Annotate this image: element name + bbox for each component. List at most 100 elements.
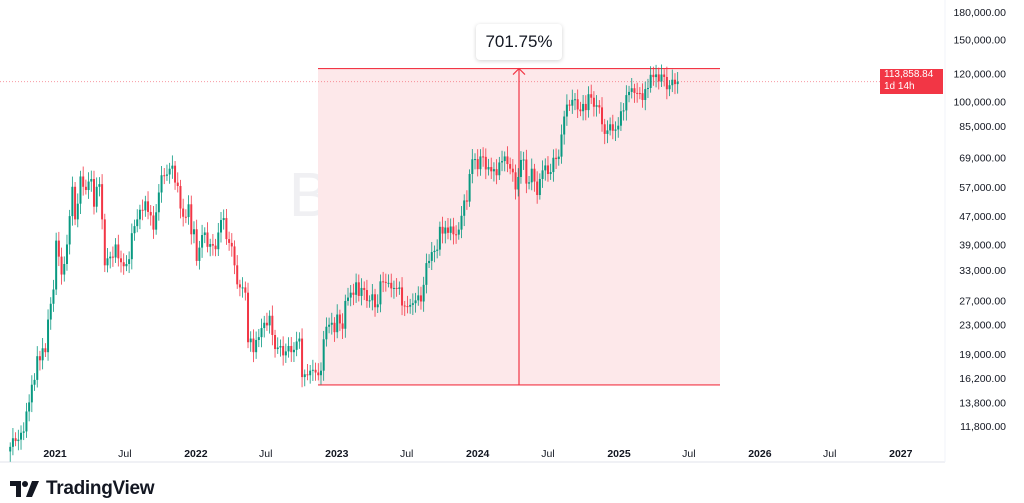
candle-body [306,374,309,376]
candle-body [565,104,568,117]
candle [479,149,482,176]
candle [425,253,428,294]
candle-body [598,105,601,108]
candle [528,175,531,190]
candle-body [646,87,649,90]
candle-body [544,165,547,171]
candle-body [660,74,663,82]
candle-body [260,328,263,338]
candle [60,247,63,285]
candle-body [257,337,260,341]
candle [673,73,676,95]
candle-body [341,323,344,329]
candle [390,273,393,298]
candle [122,253,125,275]
candle-body [509,164,512,169]
candle [147,191,150,220]
candle [544,158,547,181]
candle [301,328,304,388]
candle [665,66,668,100]
candle [671,69,674,93]
candle [44,343,47,357]
candle-body [155,212,158,230]
candle [501,150,504,172]
candle [325,317,328,347]
candle [549,163,552,180]
time-axis-label: 2027 [889,448,913,460]
candle-body [614,129,617,131]
candle [187,195,190,225]
candle-body [138,209,141,220]
candle [338,309,341,332]
price-axis-label: 100,000.00 [953,96,1006,108]
candle [646,78,649,99]
last-price-tag: 113,858.84 1d 14h [880,69,943,94]
candle [125,255,128,272]
candle-body [174,165,177,183]
candle [101,174,104,230]
candle [382,271,385,293]
candle-body [41,348,44,361]
candle [17,429,20,451]
candle-body [401,287,404,306]
tradingview-logo[interactable]: TradingView [10,478,155,500]
candle [433,245,436,263]
candle-body [163,175,166,177]
candle-body [25,411,28,432]
candle-body [384,281,387,283]
candle-body [263,322,266,329]
candle [317,363,320,381]
candle-body [338,314,341,324]
candle [257,328,260,348]
candle-body [576,99,579,110]
candle [290,337,293,362]
candle-body [22,431,25,433]
candle [279,339,282,357]
candles [9,64,679,462]
candle [303,369,306,387]
candle [33,373,36,391]
candle [182,198,185,227]
candle-body [517,176,520,190]
candle-body [36,356,39,380]
candle-body [419,295,422,302]
candle-body [644,89,647,100]
candle [25,402,28,438]
tradingview-logo-icon [10,481,39,497]
candle-body [322,339,325,371]
candle-body [636,92,639,94]
candle [463,194,466,227]
candle-body [582,103,585,112]
candle [611,114,614,140]
candle-body [498,162,501,176]
candle-body [503,156,506,162]
candle [217,222,220,256]
candle-body [314,369,317,373]
candle [209,238,212,257]
measurement-arrow-head [512,67,526,75]
candle-body [287,345,290,352]
candle-body [425,263,428,285]
candle-body [663,74,666,77]
candle [419,286,422,310]
candle-body [128,259,131,264]
candle [90,170,93,192]
candle [57,231,60,267]
candle-body [444,227,447,234]
candle-body [152,215,155,230]
candle [617,117,620,138]
measurement-change-label: 701.75% [476,24,562,60]
time-axis-label: 2026 [748,448,772,460]
candle [568,99,571,112]
candle-body [274,334,277,350]
candle-body [628,91,631,96]
candle-body [301,338,304,378]
candle-body [244,287,247,293]
candle [328,317,331,334]
candle [276,337,279,354]
candle-body [292,349,295,353]
candle-body [584,103,587,111]
candle [655,64,658,88]
candle-body [222,218,225,221]
